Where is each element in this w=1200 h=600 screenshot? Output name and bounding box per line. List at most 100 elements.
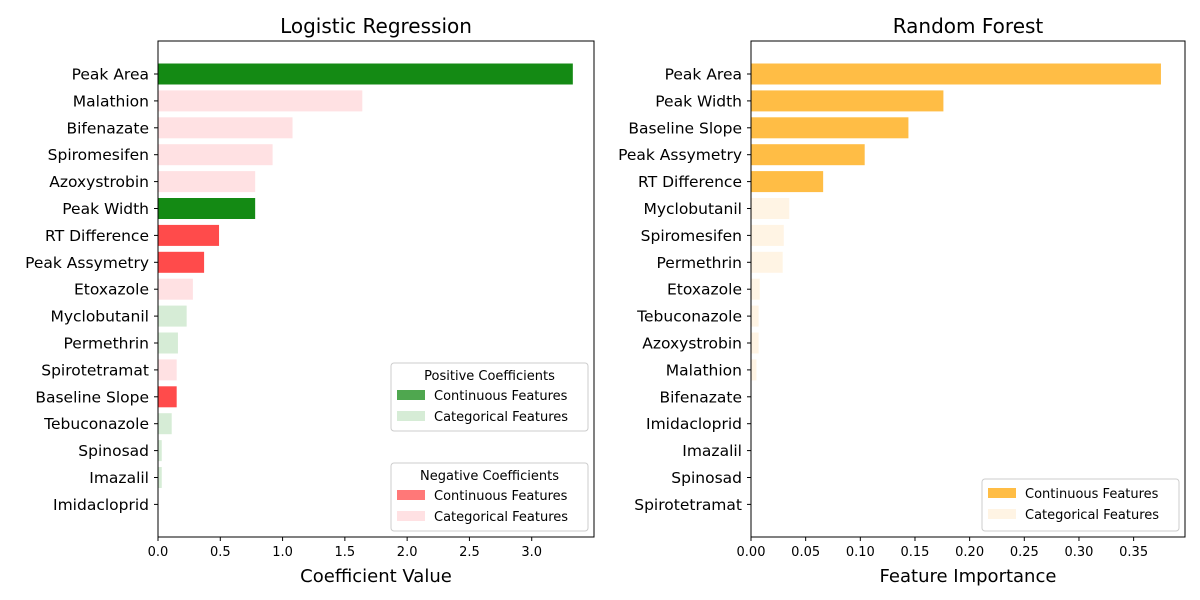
lr-legend-box xyxy=(390,462,589,532)
rf-bar xyxy=(751,278,760,300)
lr-legend-2: Negative Coefficients Continuous Features… xyxy=(390,462,589,532)
rf-ytick-label: Spinosad xyxy=(671,469,742,487)
rf-legend-swatch xyxy=(988,509,1016,519)
lr-plot: Peak Area Malathion Bifenazate Spiromesifen… xyxy=(25,40,595,560)
rf-ytick-label: Bifenazate xyxy=(659,388,742,406)
lr-ytick-label: Peak Assymetry xyxy=(25,254,149,272)
rf-ytick-label: Baseline Slope xyxy=(628,119,742,137)
rf-bar xyxy=(751,198,790,219)
rf-ytick-label: Malathion xyxy=(666,361,742,379)
rf-bar xyxy=(751,224,784,246)
lr-bar xyxy=(158,413,172,435)
lr-ytick-label: Spirotetramat xyxy=(41,361,149,379)
lr-bar xyxy=(158,440,162,462)
rf-ytick-label: Etoxazole xyxy=(667,281,742,299)
rf-bar xyxy=(751,144,865,166)
lr-axes-frame xyxy=(157,40,595,538)
lr-legend-swatch xyxy=(397,411,425,421)
rf-xtick-label: 0.10 xyxy=(846,545,875,560)
logistic-regression-panel: Logistic Regression Coefficient Value xyxy=(280,14,472,587)
lr-bar xyxy=(158,278,193,300)
rf-xtick-label: 0.05 xyxy=(791,545,820,560)
lr-ytick-label: Malathion xyxy=(73,92,149,110)
rf-ytick-label: Spiromesifen xyxy=(641,227,742,245)
rf-ytick-label: Imazalil xyxy=(682,442,742,460)
rf-xtick-label: 0.15 xyxy=(901,545,930,560)
lr-ytick-label: Permethrin xyxy=(64,335,149,353)
rf-ytick-label: Permethrin xyxy=(657,254,742,272)
lr-xtick-label: 0.5 xyxy=(210,545,231,560)
lr-ytick-label: Myclobutanil xyxy=(50,308,149,326)
rf-xtick-label: 0.20 xyxy=(955,545,984,560)
rf-plot: Peak Area Peak Width Baseline Slope Peak As… xyxy=(618,40,1186,560)
lr-bar xyxy=(158,359,177,381)
rf-bar xyxy=(751,63,1161,85)
lr-xtick-label: 3.0 xyxy=(521,545,542,560)
rf-bar xyxy=(751,251,783,273)
lr-xtick-label: 2.0 xyxy=(397,545,418,560)
lr-bar xyxy=(158,63,573,85)
lr-ytick-label: Imazalil xyxy=(89,469,149,487)
lr-legend-label: Categorical Features xyxy=(434,510,568,525)
rf-ytick-label: Tebuconazole xyxy=(636,308,742,326)
lr-ytick-label: RT Difference xyxy=(45,227,149,245)
rf-legend-1: Continuous Features Categorical Features xyxy=(981,478,1180,532)
lr-bar xyxy=(158,251,205,273)
rf-ytick-label: Peak Width xyxy=(655,92,742,110)
rf-bar xyxy=(751,117,909,139)
rf-legend-label: Continuous Features xyxy=(1025,487,1159,502)
lr-bar xyxy=(158,117,293,139)
lr-legend-title: Negative Coefficients xyxy=(420,469,559,484)
lr-legend-swatch xyxy=(397,511,425,521)
rf-legend-label: Categorical Features xyxy=(1025,508,1159,523)
lr-xtick-label: 2.5 xyxy=(459,545,480,560)
lr-legend-1: Positive Coefficients Continuous Features… xyxy=(390,362,589,432)
lr-bar xyxy=(158,224,220,246)
lr-ytick-label: Etoxazole xyxy=(74,281,149,299)
lr-ytick-label: Spinosad xyxy=(78,442,149,460)
lr-bar xyxy=(158,144,273,166)
lr-bar xyxy=(158,332,178,354)
lr-bar xyxy=(158,171,256,193)
rf-ytick-label: Imidacloprid xyxy=(646,415,742,433)
rf-bar xyxy=(751,332,759,354)
lr-ytick-label: Tebuconazole xyxy=(43,415,149,433)
rf-bar xyxy=(751,171,824,193)
rf-bar xyxy=(751,359,757,381)
rf-title: Random Forest xyxy=(893,14,1044,38)
lr-ytick-label: Bifenazate xyxy=(66,119,149,137)
rf-legend-swatch xyxy=(988,488,1016,498)
lr-xtick-label: 1.5 xyxy=(335,545,356,560)
rf-ytick-label: Azoxystrobin xyxy=(642,335,742,353)
rf-xtick-label: 0.30 xyxy=(1064,545,1093,560)
lr-ytick-label: Baseline Slope xyxy=(35,388,149,406)
lr-ytick-label: Imidacloprid xyxy=(53,496,149,514)
rf-ytick-label: Peak Area xyxy=(665,66,742,84)
lr-xtick-label: 1.0 xyxy=(272,545,293,560)
rf-xtick-label: 0.25 xyxy=(1010,545,1039,560)
rf-axes-frame xyxy=(750,40,1186,538)
rf-ytick-label: Peak Assymetry xyxy=(618,146,742,164)
lr-legend-title: Positive Coefficients xyxy=(424,369,555,384)
lr-xlabel: Coefficient Value xyxy=(300,566,452,587)
lr-ytick-label: Peak Width xyxy=(62,200,149,218)
lr-xtick-label: 0.0 xyxy=(148,545,169,560)
rf-ytick-label: Myclobutanil xyxy=(643,200,742,218)
lr-legend-label: Categorical Features xyxy=(434,410,568,425)
rf-ytick-label: Spirotetramat xyxy=(634,496,742,514)
lr-legend-label: Continuous Features xyxy=(434,389,568,404)
lr-bar xyxy=(158,90,363,112)
lr-legend-box xyxy=(390,362,589,432)
rf-bar xyxy=(751,90,944,112)
rf-xtick-label: 0.00 xyxy=(737,545,766,560)
random-forest-panel: Random Forest Feature Importance xyxy=(880,14,1057,587)
lr-ytick-label: Azoxystrobin xyxy=(49,173,149,191)
lr-legend-swatch xyxy=(397,490,425,500)
lr-title: Logistic Regression xyxy=(280,14,472,38)
lr-ytick-label: Peak Area xyxy=(72,66,149,84)
lr-bar xyxy=(158,386,177,408)
lr-legend-swatch xyxy=(397,390,425,400)
lr-legend-label: Continuous Features xyxy=(434,489,568,504)
lr-ytick-label: Spiromesifen xyxy=(48,146,149,164)
